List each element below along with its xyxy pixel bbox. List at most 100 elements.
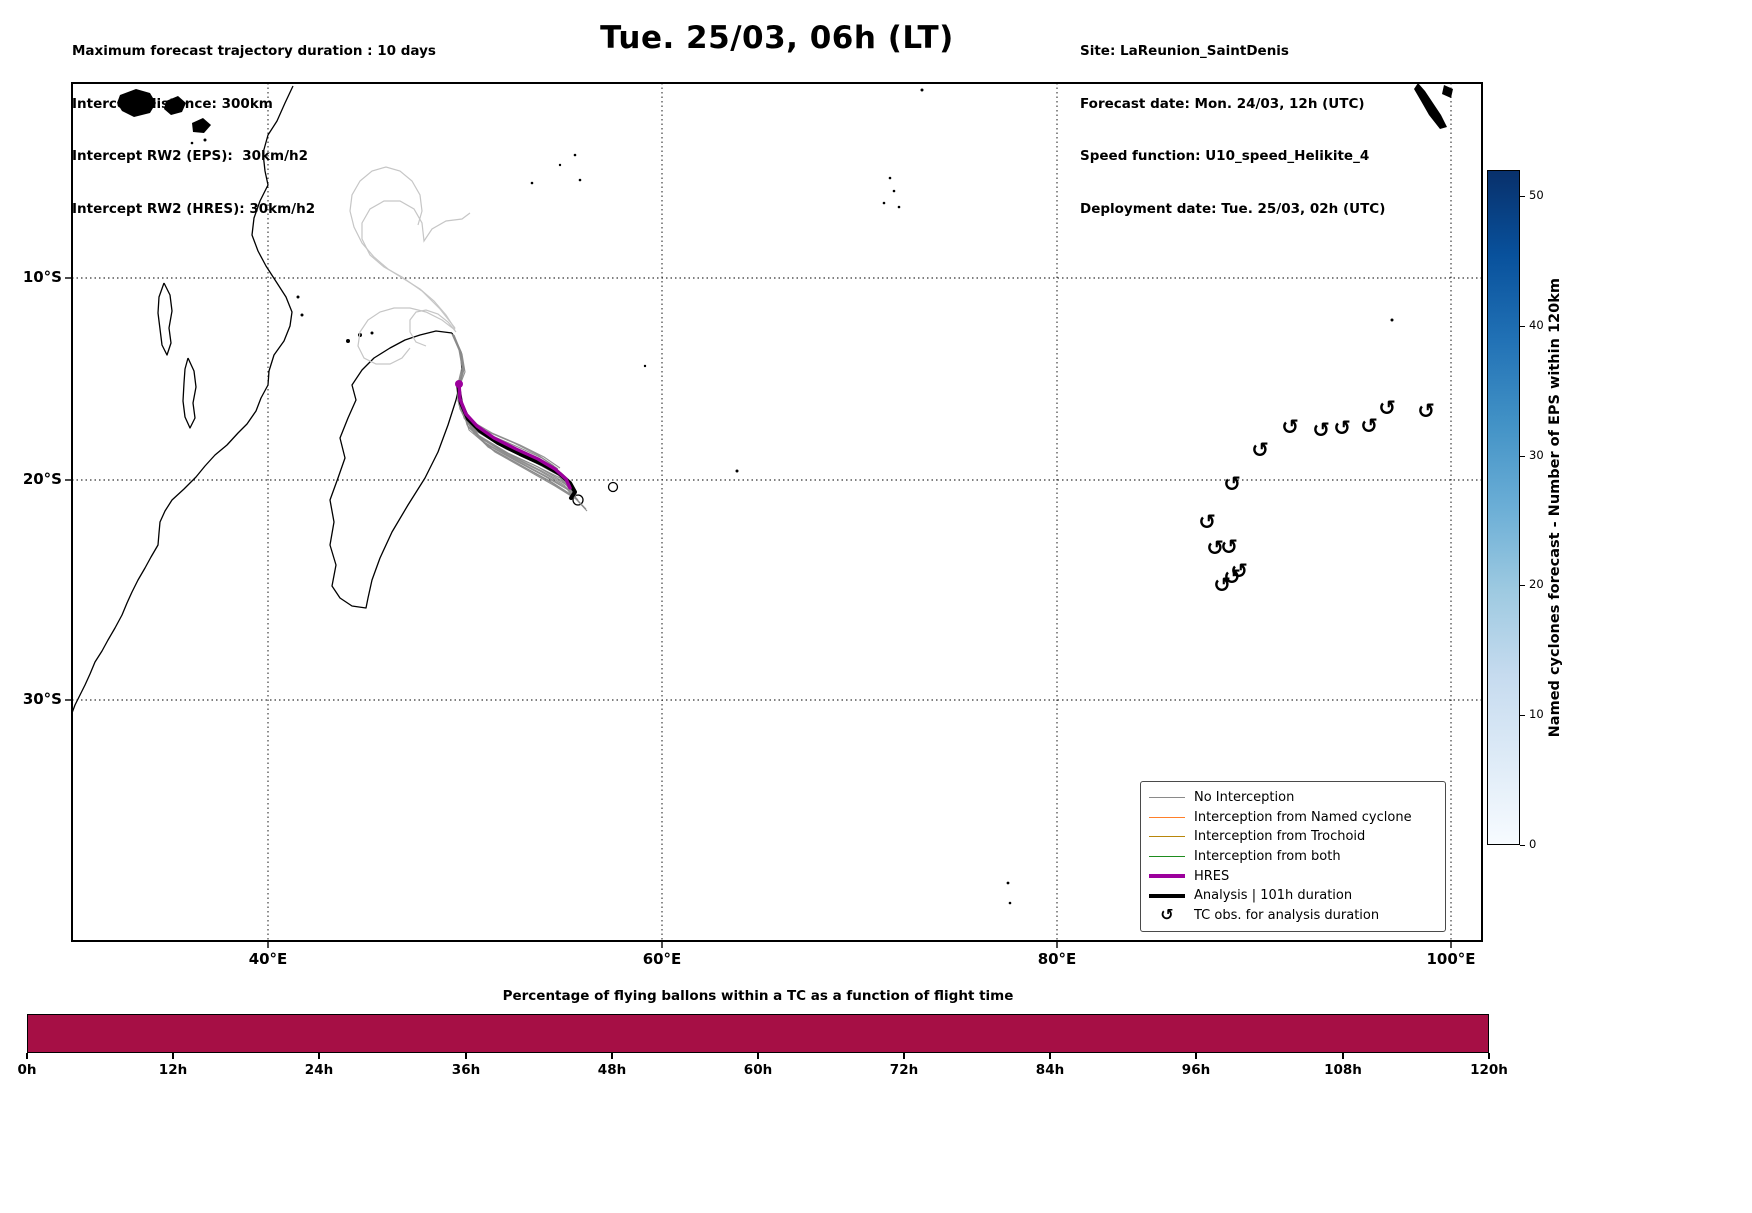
legend-line-sample: [1149, 855, 1185, 857]
param-max-duration: Maximum forecast trajectory duration : 1…: [72, 43, 436, 59]
colorbar-tick-mark: [1520, 455, 1525, 457]
hres-track: [455, 380, 572, 490]
x-tick-60e: 60°E: [642, 950, 682, 968]
meta-deployment-date: Deployment date: Tue. 25/03, 02h (UTC): [1080, 200, 1386, 217]
tc-obs-icon: ↺: [1223, 565, 1241, 589]
legend-label: No Interception: [1194, 790, 1295, 805]
bottom-axis-tick-label: 24h: [304, 1062, 334, 1078]
x-tick-80e: 80°E: [1037, 950, 1077, 968]
y-tick-20s: 20°S: [22, 470, 62, 488]
meta-speed-function: Speed function: U10_speed_Helikite_4: [1080, 148, 1370, 164]
colorbar-tick-mark: [1520, 325, 1525, 327]
legend-line-sample: [1149, 893, 1185, 898]
map-canvas: ↺↺↺↺↺↺↺↺↺ ↺ ↺ ↺↺ ↺: [65, 82, 1483, 948]
bottom-axis-tick-mark: [318, 1053, 320, 1059]
tc-obs-icon: ↺: [1378, 396, 1396, 420]
legend-item: No Interception: [1149, 788, 1437, 807]
colorbar-tick-mark: [1520, 584, 1525, 586]
legend-label: HRES: [1194, 868, 1230, 884]
tc-obs-icon: ↺: [1198, 510, 1216, 534]
colorbar-label-text: Named cyclones forecast - Number of EPS …: [1547, 277, 1563, 738]
legend-label: Interception from Named cyclone: [1194, 809, 1412, 825]
legend-label: Interception from Trochoid: [1194, 829, 1366, 845]
tc-obs-icon: ↺: [1312, 418, 1330, 442]
bottom-axis-tick-label: 72h: [889, 1062, 919, 1078]
tc-obs-icon: ↺: [1206, 536, 1224, 560]
bottom-axis-tick-mark: [1195, 1053, 1197, 1059]
bottom-axis-tick-label: 60h: [743, 1062, 773, 1078]
tc-obs-icon: ↺: [1220, 535, 1238, 559]
x-tick-100e: 100°E: [1426, 950, 1476, 968]
tc-obs-icon: ↺: [1417, 399, 1435, 423]
bottom-chart-axis: 0h 12h 24h 36h 48h 60h 72h 84h 96h 108h 120h: [0, 1053, 1752, 1095]
tc-obs-icon: ↺: [1230, 559, 1248, 583]
bottom-axis-tick-mark: [611, 1053, 613, 1059]
coastlines: [71, 83, 1453, 905]
bottom-axis-tick-mark: [1488, 1053, 1490, 1059]
bottom-axis-tick-label: 12h: [158, 1062, 188, 1078]
gridlines: [72, 83, 1482, 941]
bottom-axis-tick-label: 120h: [1470, 1062, 1508, 1078]
tc-obs-icon: ↺: [1281, 415, 1299, 439]
axis-tick-marks: [65, 277, 1452, 948]
legend-item: Interception from Named cyclone: [1149, 808, 1437, 827]
param-intercept-rw2-eps: Intercept RW2 (EPS): 30km/h2: [72, 148, 308, 164]
param-intercept-rw2-hres: Intercept RW2 (HRES): 30km/h2: [72, 200, 316, 217]
tc-obs-icon: ↺: [1160, 905, 1174, 925]
legend-line-sample: [1149, 874, 1185, 879]
bottom-axis-tick-label: 84h: [1035, 1062, 1065, 1078]
bottom-axis-tick-label: 96h: [1181, 1062, 1211, 1078]
colorbar: [1487, 170, 1520, 845]
bottom-axis-tick-mark: [1342, 1053, 1344, 1059]
bottom-axis-tick-label: 0h: [17, 1062, 37, 1078]
bottom-axis-tick-mark: [465, 1053, 467, 1059]
colorbar-tick-label: 0: [1529, 837, 1537, 851]
map-frame: [71, 82, 1483, 942]
meta-site: Site: LaReunion_SaintDenis: [1080, 43, 1289, 59]
tc-obs-icon: ↺: [1251, 438, 1269, 462]
legend-item: Analysis | 101h duration: [1149, 886, 1437, 905]
tc-obs-icon: ↺: [1213, 573, 1231, 597]
figure-title: Tue. 25/03, 06h (LT): [600, 20, 954, 56]
legend-box: No Interception Interception from Named c…: [1140, 781, 1446, 932]
legend-item: Interception from Trochoid: [1149, 827, 1437, 846]
bottom-chart-title: Percentage of flying ballons within a TC…: [502, 988, 1014, 1004]
x-tick-40e: 40°E: [248, 950, 288, 968]
tc-obs-icon: ↺: [1333, 416, 1351, 440]
legend-item: ↺ TC obs. for analysis duration: [1149, 906, 1437, 925]
tc-obs-icon: ↺: [1223, 472, 1241, 496]
trajectories-far-field: [349, 166, 471, 365]
colorbar-axis: 0 10 20 30 40 50: [1520, 0, 1566, 1213]
colorbar-tick-label: 30: [1529, 448, 1544, 462]
map-panel: ↺ ↺ ↺ ↺ ↺ ↺ ↺ ↺ ↺ ↺ ↺ ↺ ↺ ↺ No Interception Intercepti…: [65, 82, 1483, 948]
meta-forecast-date: Forecast date: Mon. 24/03, 12h (UTC): [1080, 95, 1365, 112]
colorbar-tick-mark: [1520, 714, 1525, 716]
bottom-axis-tick-mark: [757, 1053, 759, 1059]
colorbar-tick-mark: [1520, 195, 1525, 197]
legend-item: HRES: [1149, 867, 1437, 886]
colorbar-tick-mark: [1520, 844, 1525, 846]
legend-line-sample: [1149, 836, 1185, 838]
legend-line-sample: [1149, 797, 1185, 798]
forecast-metadata-block: Site: LaReunion_SaintDenis Forecast date…: [1080, 8, 1385, 253]
colorbar-tick-label: 50: [1529, 188, 1544, 202]
bottom-axis-tick-mark: [172, 1053, 174, 1059]
y-tick-10s: 10°S: [22, 268, 62, 286]
legend-label: Analysis | 101h duration: [1194, 888, 1353, 904]
colorbar-label: Named cyclones forecast - Number of EPS …: [1540, 170, 1570, 845]
y-tick-30s: 30°S: [22, 690, 62, 708]
legend-label: Interception from both: [1194, 848, 1341, 864]
bottom-axis-tick-mark: [26, 1053, 28, 1059]
bottom-axis-tick-mark: [1049, 1053, 1051, 1059]
tc-obs-symbols: ↺↺↺↺↺↺↺↺↺ ↺ ↺ ↺↺ ↺: [1198, 396, 1435, 597]
colorbar-tick-label: 10: [1529, 707, 1544, 721]
bottom-axis-tick-label: 48h: [597, 1062, 627, 1078]
bottom-axis-tick-mark: [903, 1053, 905, 1059]
tc-obs-icon: ↺: [1360, 414, 1378, 438]
legend-label: TC obs. for analysis duration: [1194, 907, 1380, 923]
colorbar-tick-label: 40: [1529, 318, 1544, 332]
bottom-axis-tick-label: 108h: [1324, 1062, 1362, 1078]
bottom-axis-tick-label: 36h: [451, 1062, 481, 1078]
legend-item: Interception from both: [1149, 847, 1437, 866]
